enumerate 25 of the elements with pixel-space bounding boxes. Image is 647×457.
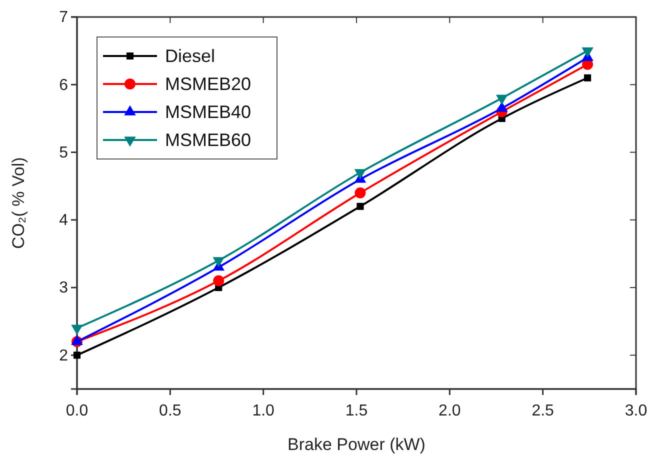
y-axis-title: CO₂( % Vol) [9,157,28,249]
y-tick-label: 5 [59,144,68,162]
y-tick-label: 3 [59,280,68,297]
x-tick-label: 0.5 [159,402,182,420]
y-tick-label: 2 [59,347,68,364]
y-tick-label: 6 [59,76,68,94]
x-axis-title: Brake Power (kW) [288,435,426,454]
point [73,352,81,359]
y-tick-label: 4 [59,212,68,230]
legend-label: Diesel [165,46,216,66]
point [496,102,508,112]
legend-label: MSMEB40 [165,102,252,122]
x-tick-label: 2.5 [532,402,554,420]
point [354,187,366,198]
x-tick-label: 1.5 [345,402,368,420]
point [213,275,224,286]
point [584,74,592,82]
x-tick-label: 3.0 [624,402,647,420]
y-tick-label: 7 [59,9,68,26]
legend-label: MSMEB60 [165,130,252,150]
x-tick-label: 0.0 [66,402,88,420]
legend-label: MSMEB20 [165,74,252,94]
point [356,202,364,210]
x-tick-label: 1.0 [252,402,275,420]
x-tick-label: 2.0 [438,402,461,420]
